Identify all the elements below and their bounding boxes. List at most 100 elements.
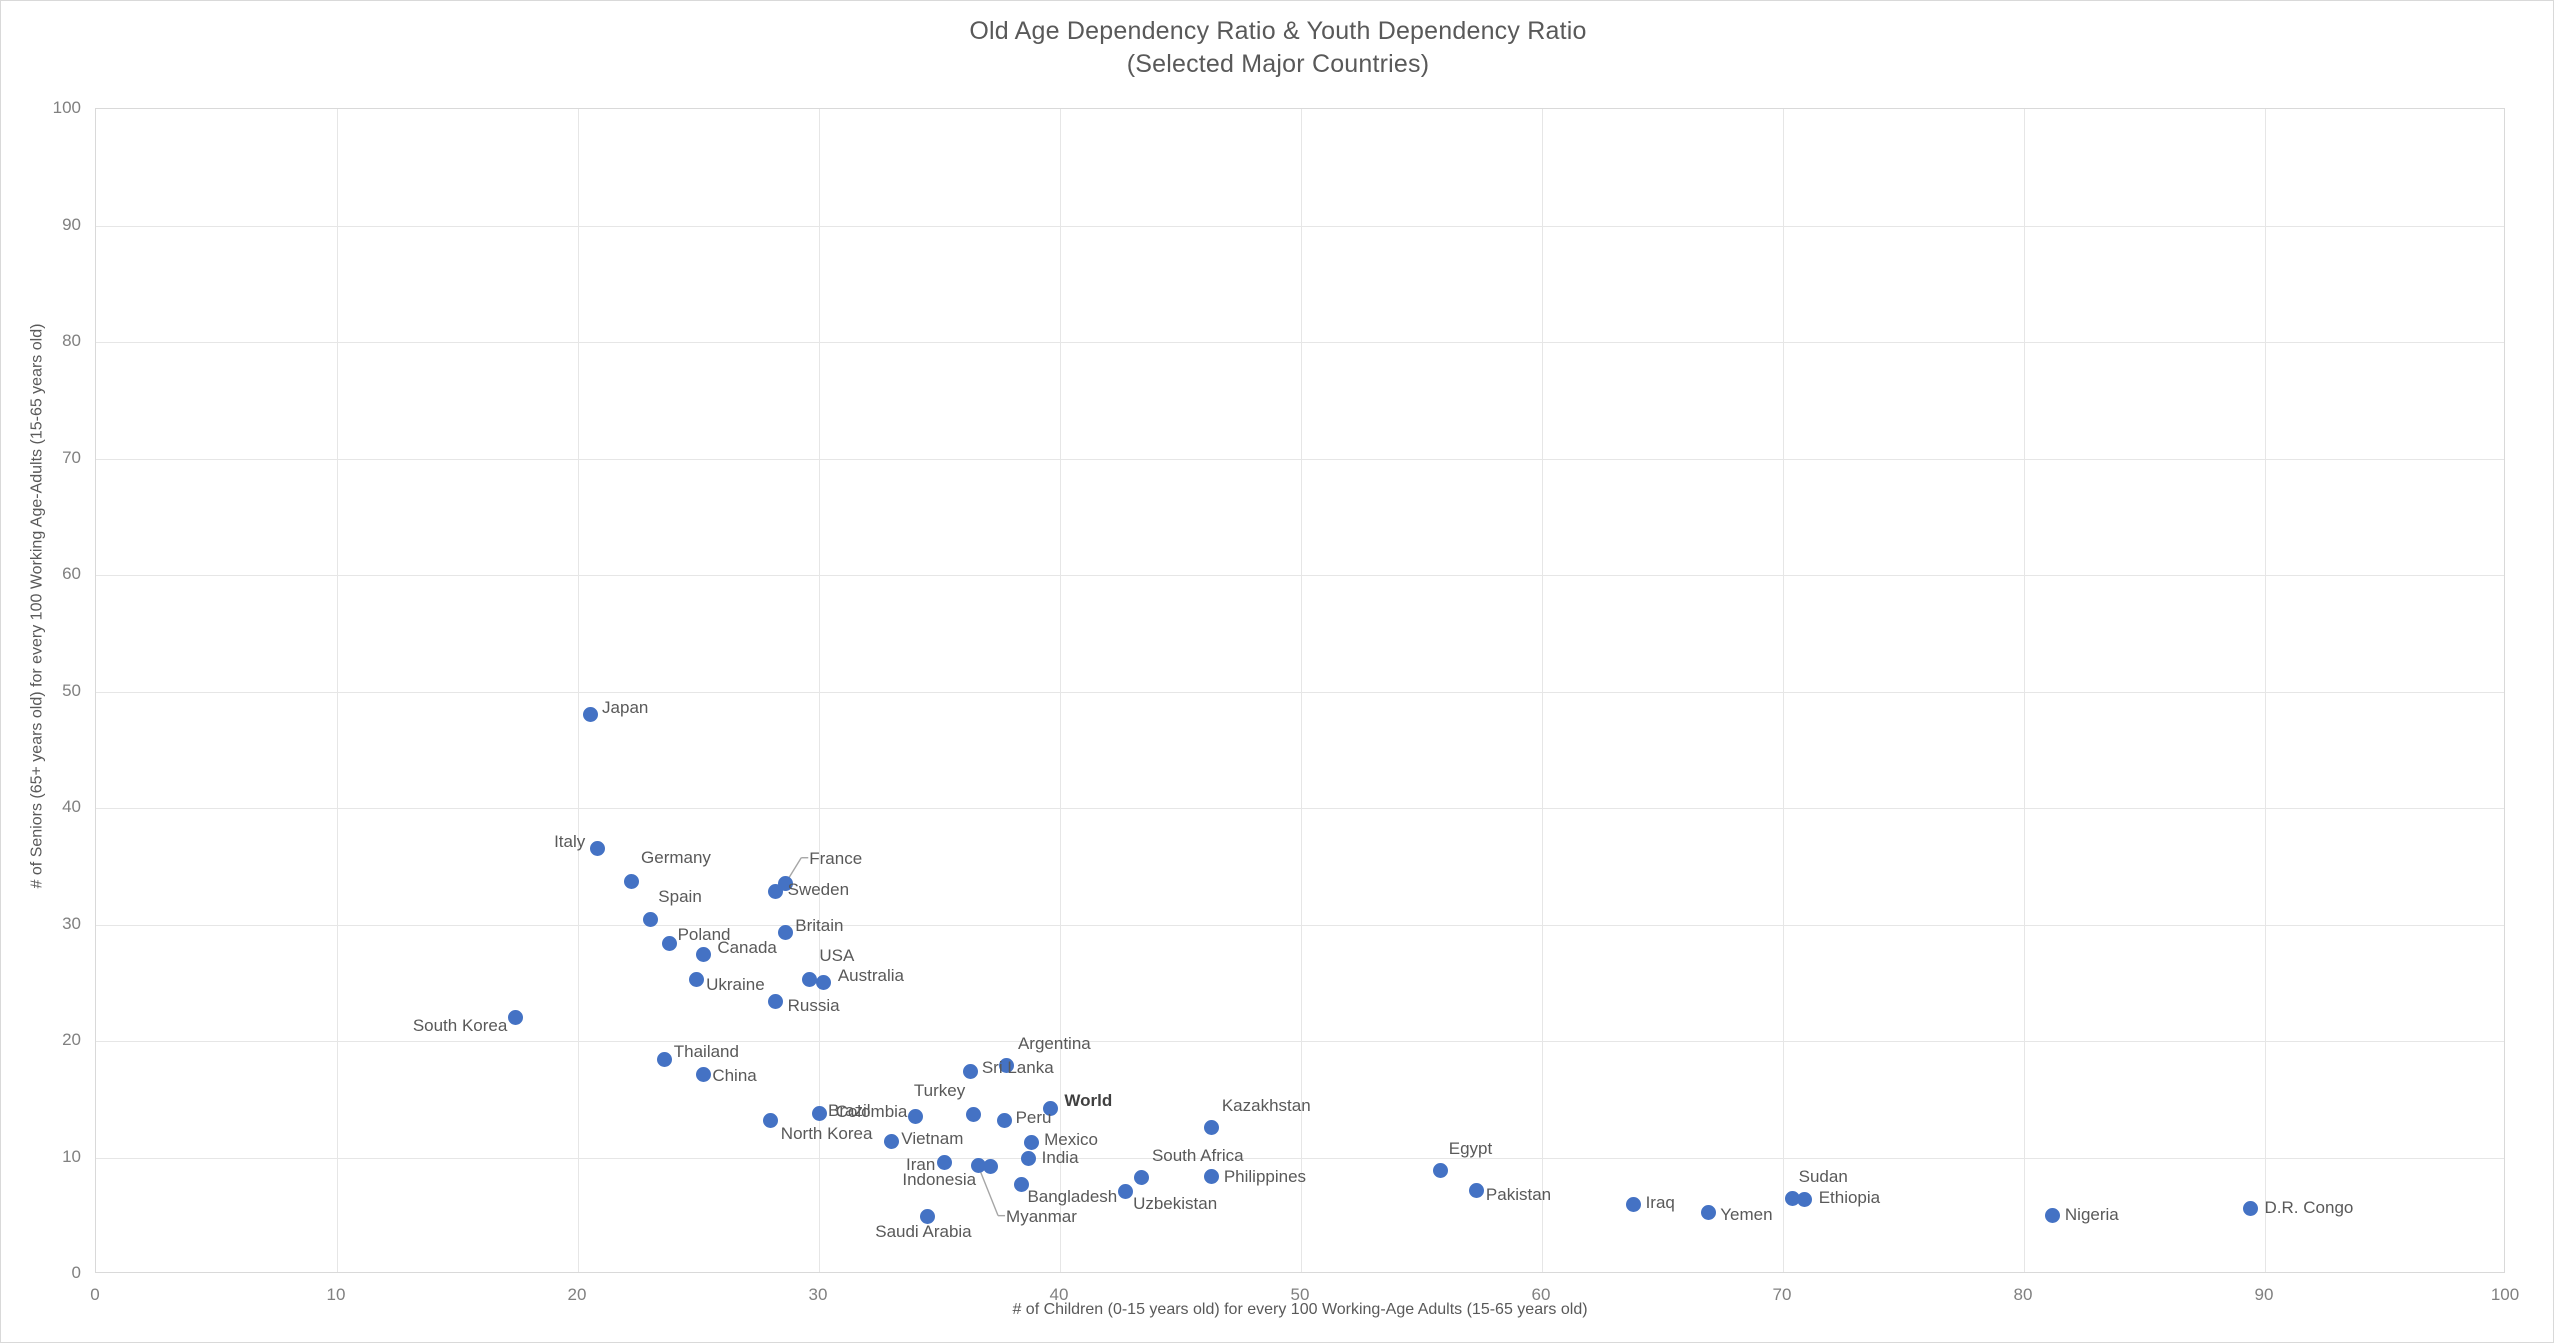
gridline-vertical xyxy=(1301,109,1302,1272)
y-axis-title: # of Seniors (65+ years old) for every 1… xyxy=(28,323,46,889)
x-axis-tick-label: 0 xyxy=(90,1285,100,1304)
scatter-point-label: India xyxy=(1041,1147,1079,1167)
scatter-point[interactable] xyxy=(768,993,784,1009)
scatter-point[interactable] xyxy=(657,1052,673,1068)
scatter-point[interactable] xyxy=(1785,1190,1801,1206)
gridline-horizontal xyxy=(96,1041,2504,1042)
scatter-point-label: Myanmar xyxy=(1006,1206,1077,1226)
chart-title-line2: (Selected Major Countries) xyxy=(1126,50,1430,78)
scatter-point[interactable] xyxy=(589,841,605,857)
scatter-point-label: Saudi Arabia xyxy=(875,1221,972,1241)
x-axis-tick-label: 10 xyxy=(326,1285,346,1304)
gridline-horizontal xyxy=(96,342,2504,343)
scatter-point-label: Indonesia xyxy=(902,1169,977,1189)
scatter-point-label: Canada xyxy=(717,937,777,957)
scatter-point[interactable] xyxy=(963,1063,979,1079)
scatter-point[interactable] xyxy=(997,1112,1013,1128)
scatter-point-label: Argentina xyxy=(1017,1034,1091,1054)
scatter-point-label: Britain xyxy=(795,915,844,935)
scatter-point-label: Vietnam xyxy=(901,1129,964,1149)
scatter-point[interactable] xyxy=(1204,1168,1220,1184)
x-axis-tick-label: 20 xyxy=(567,1285,587,1304)
gridline-horizontal xyxy=(96,458,2504,460)
scatter-point-label: World xyxy=(1064,1090,1113,1110)
scatter-point[interactable] xyxy=(695,947,711,963)
scatter-point[interactable] xyxy=(970,1158,986,1174)
scatter-point-label: Ukraine xyxy=(706,975,765,995)
gridline-horizontal xyxy=(96,808,2504,809)
y-axis-tick-label: 60 xyxy=(62,564,81,583)
scatter-point-label: Iran xyxy=(906,1155,936,1175)
scatter-point[interactable] xyxy=(816,975,832,991)
gridline-vertical xyxy=(1060,109,1061,1272)
y-axis-tick-label: 40 xyxy=(62,797,81,816)
gridline-horizontal xyxy=(96,225,2504,227)
scatter-point-label: Thailand xyxy=(673,1041,739,1061)
gridline-vertical xyxy=(2265,109,2266,1272)
y-axis-tick-label: 0 xyxy=(71,1263,81,1282)
chart-title: Old Age Dependency Ratio & Youth Depende… xyxy=(1,15,2554,81)
scatter-point[interactable] xyxy=(1021,1151,1037,1167)
scatter-point[interactable] xyxy=(936,1154,952,1170)
x-axis-tick-label: 40 xyxy=(1049,1285,1069,1304)
scatter-point[interactable] xyxy=(582,707,598,723)
scatter-point[interactable] xyxy=(1797,1191,1813,1207)
plot-area: Japan Italy Germany France Sweden Spain Britai… xyxy=(95,108,2505,1273)
scatter-point[interactable] xyxy=(2243,1201,2259,1217)
scatter-point[interactable] xyxy=(919,1209,935,1225)
scatter-point[interactable] xyxy=(1013,1176,1029,1192)
scatter-point[interactable] xyxy=(623,873,639,889)
scatter-point[interactable] xyxy=(777,925,793,941)
gridline-horizontal xyxy=(96,575,2504,576)
scatter-point[interactable] xyxy=(1042,1101,1058,1117)
scatter-point[interactable] xyxy=(1134,1169,1150,1185)
scatter-point-label: France xyxy=(809,848,863,868)
x-axis-tick-label: 60 xyxy=(1531,1285,1551,1304)
scatter-point-label: Germany xyxy=(641,848,711,868)
scatter-point[interactable] xyxy=(811,1105,827,1121)
gridline-vertical xyxy=(819,109,820,1272)
scatter-point-label: D.R. Congo xyxy=(2264,1197,2354,1217)
scatter-point-label: Nigeria xyxy=(2064,1204,2119,1224)
scatter-point[interactable] xyxy=(999,1057,1015,1073)
scatter-point[interactable] xyxy=(1023,1134,1039,1150)
scatter-point[interactable] xyxy=(507,1010,523,1026)
scatter-point-label: Kazakhstan xyxy=(1221,1096,1311,1116)
gridline-horizontal xyxy=(96,1157,2504,1159)
scatter-point[interactable] xyxy=(642,912,658,928)
scatter-point[interactable] xyxy=(1626,1196,1642,1212)
x-axis-tick-label: 80 xyxy=(2013,1285,2033,1304)
scatter-point[interactable] xyxy=(982,1159,998,1175)
scatter-point-label: Bangladesh xyxy=(1027,1187,1118,1207)
scatter-point[interactable] xyxy=(2045,1208,2061,1224)
x-axis-tick-label: 30 xyxy=(808,1285,828,1304)
scatter-point[interactable] xyxy=(1700,1204,1716,1220)
scatter-point-label: Colombia xyxy=(835,1101,908,1121)
scatter-point[interactable] xyxy=(768,884,784,900)
scatter-point[interactable] xyxy=(695,1067,711,1083)
scatter-point[interactable] xyxy=(1433,1162,1449,1178)
x-axis-tick-label: 100 xyxy=(2490,1285,2520,1304)
scatter-point[interactable] xyxy=(907,1109,923,1125)
scatter-point-label: Japan xyxy=(602,697,649,717)
scatter-point[interactable] xyxy=(1204,1119,1220,1135)
scatter-point-label: Mexico xyxy=(1044,1130,1098,1150)
scatter-point[interactable] xyxy=(763,1112,779,1128)
gridline-vertical xyxy=(1542,109,1543,1272)
scatter-point[interactable] xyxy=(662,935,678,951)
scatter-point-label: Spain xyxy=(658,886,702,906)
scatter-point-label: China xyxy=(712,1065,757,1085)
scatter-point[interactable] xyxy=(883,1133,899,1149)
gridline-vertical xyxy=(1783,109,1784,1272)
y-axis-tick-label: 10 xyxy=(62,1146,81,1166)
label-leader-line xyxy=(977,1165,1006,1217)
scatter-point[interactable] xyxy=(801,971,817,987)
scatter-point-label: Australia xyxy=(837,965,904,985)
scatter-point[interactable] xyxy=(1469,1182,1485,1198)
x-axis-tick-label: 70 xyxy=(1772,1285,1792,1304)
scatter-point[interactable] xyxy=(1117,1183,1133,1199)
scatter-point[interactable] xyxy=(965,1106,981,1122)
gridline-vertical xyxy=(337,109,338,1272)
scatter-point[interactable] xyxy=(688,971,704,987)
